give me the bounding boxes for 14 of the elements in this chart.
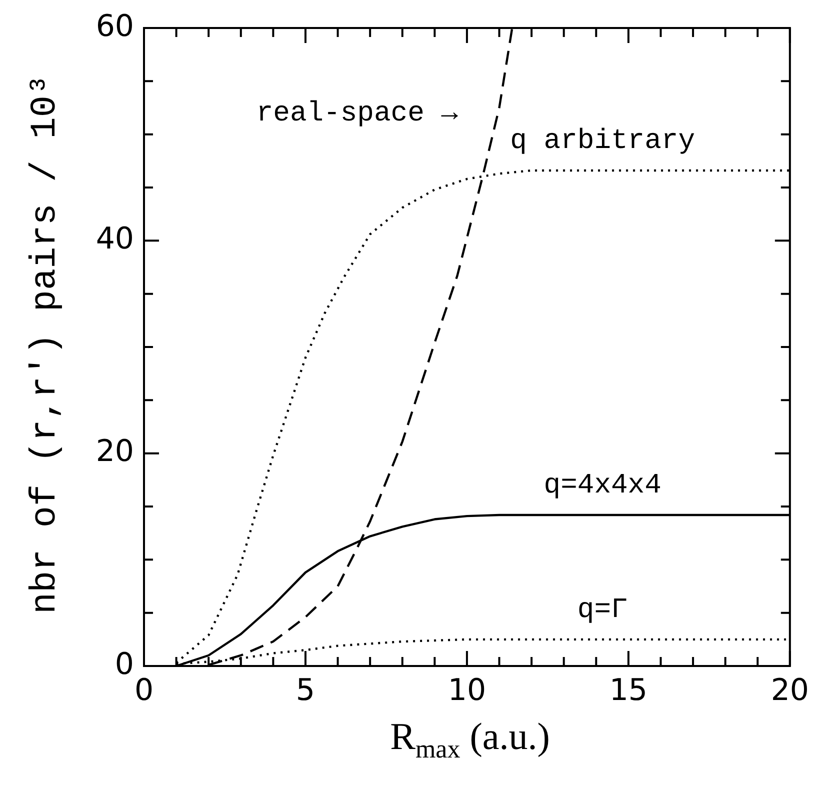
x-tick-label: 20 [770,672,810,708]
x-axis-title: R$_{max}$ (a.u.) [389,715,551,765]
x-tick-label: 10 [448,672,486,708]
y-tick-label: 20 [96,434,134,470]
series-label: q=4x4x4 [544,470,662,502]
y-tick-label: 60 [96,8,134,44]
y-tick-label: 40 [96,221,134,256]
series-label: real-space → [256,98,458,130]
x-tick-label: 5 [296,672,316,708]
series-label: q arbitrary [510,126,696,157]
series-label: q=Γ [577,594,628,626]
y-axis-title: nbr of (r,r') pairs / 10³ [24,74,66,614]
y-tick-label: 0 [114,646,134,682]
x-tick-label: 15 [609,672,648,708]
